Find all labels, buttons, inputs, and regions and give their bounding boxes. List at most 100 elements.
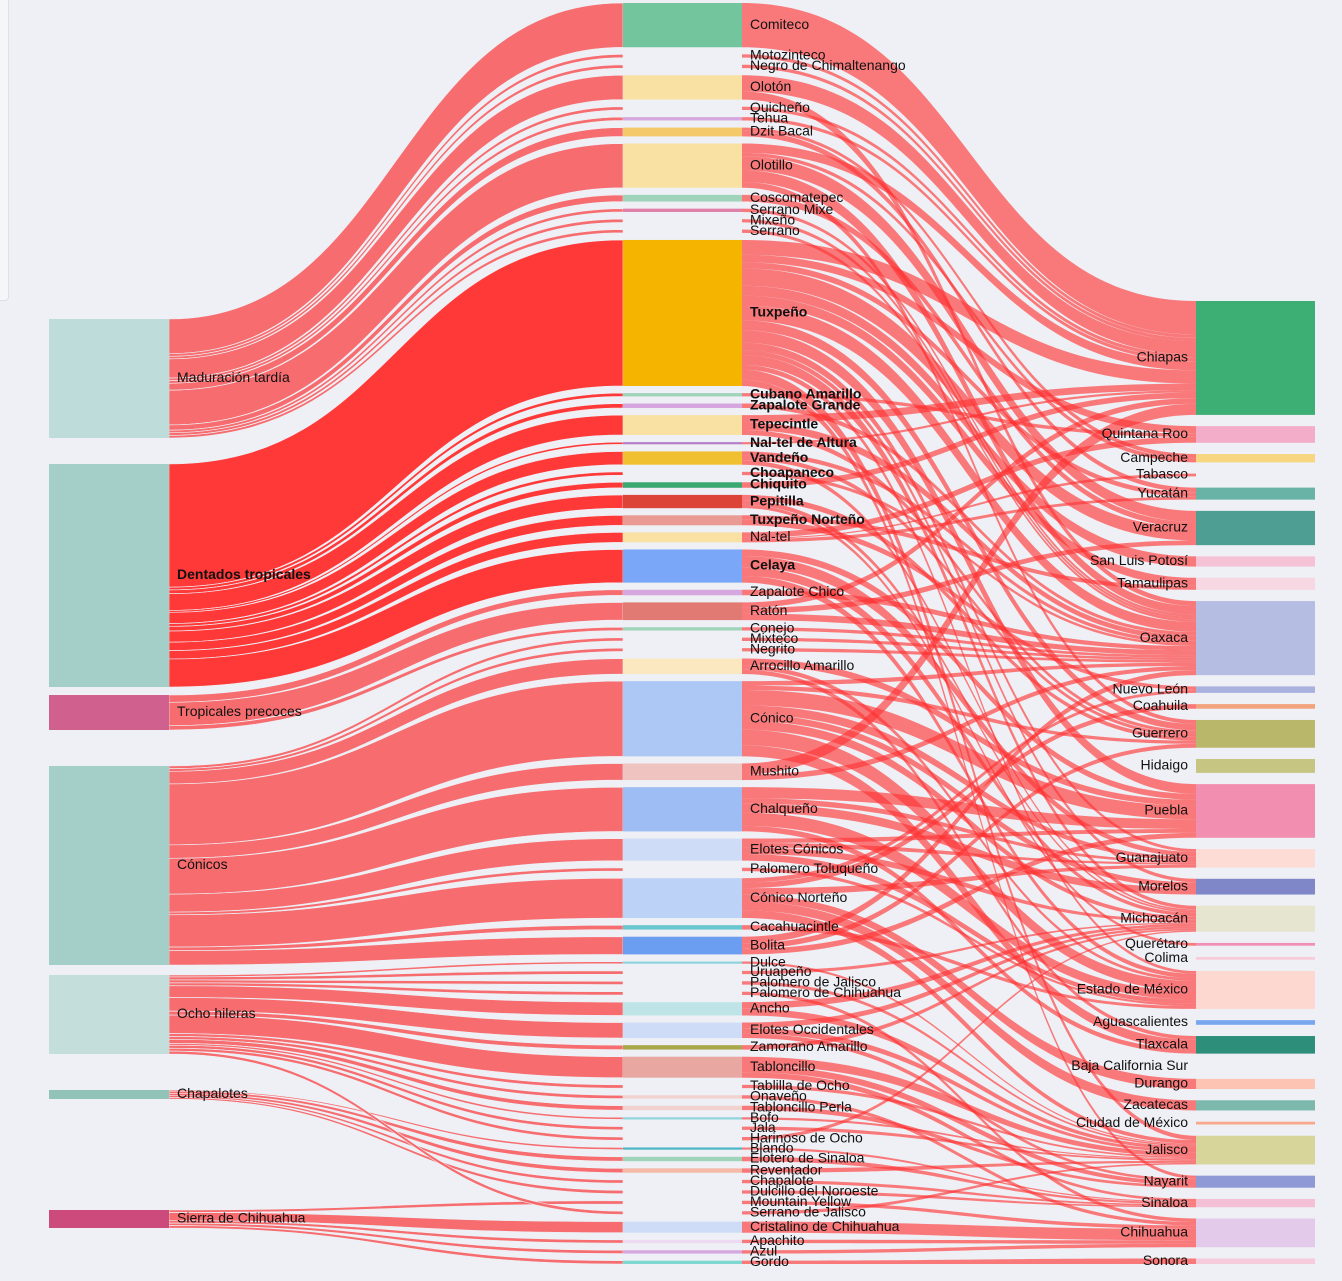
link-chalqueno-to-tlaxcala[interactable]	[742, 825, 1196, 1054]
link-maduracion-tardia-to-olotillo[interactable]	[168, 143, 624, 426]
link-mountain-yellow-to-chihuahua[interactable]	[742, 1200, 1196, 1229]
link-olotillo-to-oaxaca[interactable]	[742, 170, 1196, 615]
state-node-veracruz[interactable]	[1196, 510, 1315, 546]
state-node-guerrero[interactable]	[1196, 719, 1315, 748]
race-node-mixeno[interactable]	[623, 219, 742, 223]
link-tuxpeno-to-yucatan[interactable]	[742, 262, 1196, 497]
link-coscomatepec-to-veracruz[interactable]	[742, 194, 1196, 528]
link-ocho-hileras-to-tablilla-de-ocho[interactable]	[168, 1033, 624, 1089]
link-raton-to-chiapas[interactable]	[742, 398, 1196, 608]
link-olotillo-to-guerrero[interactable]	[742, 181, 1196, 724]
race-node-oloton[interactable]	[623, 75, 742, 100]
link-conicos-to-arrocillo-amarillo[interactable]	[168, 658, 624, 785]
link-arrocillo-amarillo-to-estado-de-mexico[interactable]	[742, 665, 1196, 981]
link-tablilla-de-ocho-to-jalisco[interactable]	[742, 1084, 1196, 1159]
link-ancho-to-jalisco[interactable]	[742, 1008, 1196, 1150]
link-arrocillo-amarillo-to-tlaxcala[interactable]	[742, 669, 1196, 1040]
link-maduracion-tardia-to-dzit-bacal[interactable]	[168, 127, 624, 391]
race-node-reventador[interactable]	[623, 1168, 742, 1173]
link-conejo-to-oaxaca[interactable]	[742, 627, 1196, 658]
link-chalqueno-to-puebla[interactable]	[742, 787, 1196, 830]
state-node-hidaigo[interactable]	[1196, 758, 1315, 773]
link-conicos-to-chalqueno[interactable]	[168, 786, 624, 895]
link-serrano-mixe-to-oaxaca[interactable]	[742, 208, 1196, 617]
link-oloton-to-oaxaca[interactable]	[742, 91, 1196, 607]
link-conicos-to-mushito[interactable]	[168, 763, 624, 859]
race-node-tuxpeno[interactable]	[623, 239, 742, 386]
link-cubano-amarillo-to-quintana-roo[interactable]	[742, 393, 1196, 437]
link-chapalotes-to-elotero-de-sinaloa[interactable]	[168, 1090, 624, 1162]
race-node-mushito[interactable]	[623, 763, 742, 781]
link-conico-norteno-to-durango[interactable]	[742, 894, 1196, 1090]
link-tuxpeno-to-guanajuato[interactable]	[742, 342, 1196, 852]
link-tabloncillo-perla-to-nayarit[interactable]	[742, 1105, 1196, 1188]
race-node-bofo[interactable]	[623, 1117, 742, 1120]
race-node-bolita[interactable]	[623, 936, 742, 955]
link-arrocillo-amarillo-to-puebla[interactable]	[742, 658, 1196, 806]
link-palomero-toluqueno-to-estado-de-mexico[interactable]	[742, 867, 1196, 1007]
link-elotes-occidentales-to-michoacan[interactable]	[742, 926, 1196, 1029]
race-node-cristalino-de-chihuahua[interactable]	[623, 1221, 742, 1233]
link-elotes-conicos-to-estado-de-mexico[interactable]	[742, 854, 1196, 1004]
race-node-quicheno[interactable]	[623, 106, 742, 111]
link-serrano-de-jalisco-to-jalisco[interactable]	[742, 1162, 1196, 1215]
race-node-olotillo[interactable]	[623, 143, 742, 188]
link-chalqueno-to-morelos[interactable]	[742, 803, 1196, 895]
race-node-elotes-occidentales[interactable]	[623, 1022, 742, 1039]
link-mushito-to-chiapas[interactable]	[742, 403, 1196, 775]
link-tuxpeno-to-estado-de-mexico[interactable]	[742, 364, 1196, 974]
link-tuxpeno-to-nayarit[interactable]	[742, 379, 1196, 1179]
state-node-estado-de-mexico[interactable]	[1196, 970, 1315, 1009]
race-node-tabloncillo[interactable]	[623, 1056, 742, 1078]
state-node-chiapas[interactable]	[1196, 301, 1315, 415]
link-conico-norteno-to-guanajuato[interactable]	[742, 864, 1196, 895]
link-conico-to-michoacan[interactable]	[742, 720, 1196, 920]
link-conico-norteno-to-zacatecas[interactable]	[742, 901, 1196, 1111]
race-node-blando[interactable]	[623, 1147, 742, 1150]
link-pepitilla-to-michoacan[interactable]	[742, 500, 1196, 913]
state-node-durango[interactable]	[1196, 1078, 1315, 1090]
race-node-tablilla-de-ocho[interactable]	[623, 1084, 742, 1089]
link-zapalote-grande-to-oaxaca[interactable]	[742, 403, 1196, 636]
race-node-zamorano-amarillo[interactable]	[623, 1045, 742, 1050]
race-node-motozinteco[interactable]	[623, 54, 742, 58]
race-node-choapaneco[interactable]	[623, 471, 742, 476]
link-conico-norteno-to-jalisco[interactable]	[742, 910, 1196, 1144]
link-comiteco-to-chiapas[interactable]	[742, 3, 1196, 335]
link-apachito-to-chihuahua[interactable]	[742, 1239, 1196, 1244]
link-nal-tel-de-altura-to-chiapas[interactable]	[742, 390, 1196, 445]
link-tepecintle-to-oaxaca[interactable]	[742, 422, 1196, 641]
link-blando-to-sinaloa[interactable]	[742, 1147, 1196, 1203]
race-node-apachito[interactable]	[623, 1239, 742, 1244]
race-node-tepecintle[interactable]	[623, 415, 742, 435]
link-harinoso-de-ocho-to-michoacan[interactable]	[742, 930, 1196, 1141]
link-serrano-to-oaxaca[interactable]	[742, 229, 1196, 622]
link-celaya-to-estado-de-mexico[interactable]	[742, 575, 1196, 979]
race-node-uruapeno[interactable]	[623, 970, 742, 975]
link-tropicales-precoces-to-zapalote-chico[interactable]	[168, 589, 624, 703]
race-node-elotes-conicos[interactable]	[623, 838, 742, 861]
race-node-comiteco[interactable]	[623, 3, 742, 48]
state-node-ciudad-de-mexico[interactable]	[1196, 1121, 1315, 1125]
race-node-arrocillo-amarillo[interactable]	[623, 658, 742, 675]
link-elotes-conicos-to-michoacan[interactable]	[742, 847, 1196, 923]
link-conicos-to-cacahuacintle[interactable]	[168, 924, 624, 951]
state-node-queretaro[interactable]	[1196, 942, 1315, 946]
race-node-mountain-yellow[interactable]	[623, 1200, 742, 1205]
link-conico-to-guanajuato[interactable]	[742, 705, 1196, 861]
link-ocho-hileras-to-onaveno[interactable]	[168, 1036, 624, 1099]
link-mushito-to-oaxaca[interactable]	[742, 665, 1196, 781]
race-node-zapalote-chico[interactable]	[623, 589, 742, 596]
race-node-mixteco[interactable]	[623, 637, 742, 641]
race-node-dzit-bacal[interactable]	[623, 127, 742, 137]
link-elotes-occidentales-to-jalisco[interactable]	[742, 1028, 1196, 1153]
link-dzit-bacal-to-yucatan[interactable]	[742, 130, 1196, 493]
race-node-conico-norteno[interactable]	[623, 878, 742, 919]
state-node-tabasco[interactable]	[1196, 473, 1315, 477]
link-conicos-to-bolita[interactable]	[168, 936, 624, 966]
race-node-dulcillo-del-noroeste[interactable]	[623, 1190, 742, 1194]
race-node-vandeno[interactable]	[623, 451, 742, 465]
race-node-chapalote[interactable]	[623, 1179, 742, 1184]
link-cristalino-de-chihuahua-to-chihuahua[interactable]	[742, 1221, 1196, 1241]
race-node-cubano-amarillo[interactable]	[623, 393, 742, 397]
